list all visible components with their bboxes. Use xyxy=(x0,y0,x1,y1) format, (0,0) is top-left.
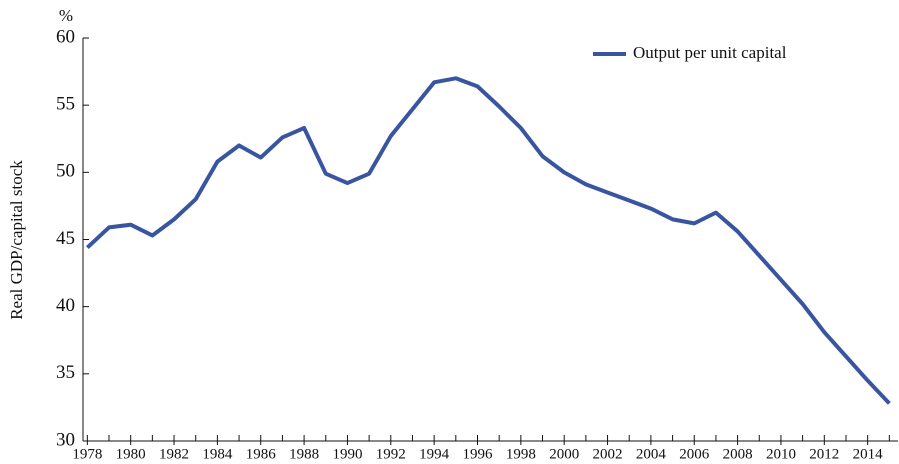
x-tick-label: 1988 xyxy=(289,446,319,462)
y-axis-label: Real GDP/capital stock xyxy=(7,160,26,320)
legend-label: Output per unit capital xyxy=(633,43,787,62)
y-tick-label: 60 xyxy=(56,26,75,47)
y-tick-label: 45 xyxy=(56,228,75,249)
x-tick-label: 1982 xyxy=(159,446,189,462)
data-line xyxy=(85,76,891,405)
y-tick-label: 55 xyxy=(56,94,75,115)
x-tick-label: 1986 xyxy=(246,446,277,462)
x-tick-label: 2000 xyxy=(549,446,579,462)
y-tick-label: 50 xyxy=(56,161,75,182)
y-tick-label: 35 xyxy=(56,362,75,383)
x-tick-label: 1990 xyxy=(332,446,362,462)
x-tick-label: 1978 xyxy=(72,446,102,462)
x-tick-label: 1994 xyxy=(419,446,450,462)
x-tick-label: 2012 xyxy=(809,446,839,462)
x-tick-label: 2014 xyxy=(853,446,884,462)
x-tick-label: 1992 xyxy=(376,446,406,462)
x-tick-label: 2008 xyxy=(723,446,753,462)
x-tick-label: 1984 xyxy=(202,446,233,462)
x-tick-label: 1996 xyxy=(462,446,493,462)
x-tick-label: 2002 xyxy=(593,446,623,462)
x-tick-label: 1980 xyxy=(116,446,146,462)
y-tick-label: 40 xyxy=(56,295,75,316)
x-tick-label: 2004 xyxy=(636,446,667,462)
x-tick-label: 1998 xyxy=(506,446,536,462)
x-tick-label: 2010 xyxy=(766,446,796,462)
y-unit: % xyxy=(59,6,73,25)
x-tick-label: 2006 xyxy=(679,446,710,462)
y-tick-label: 30 xyxy=(56,429,75,450)
